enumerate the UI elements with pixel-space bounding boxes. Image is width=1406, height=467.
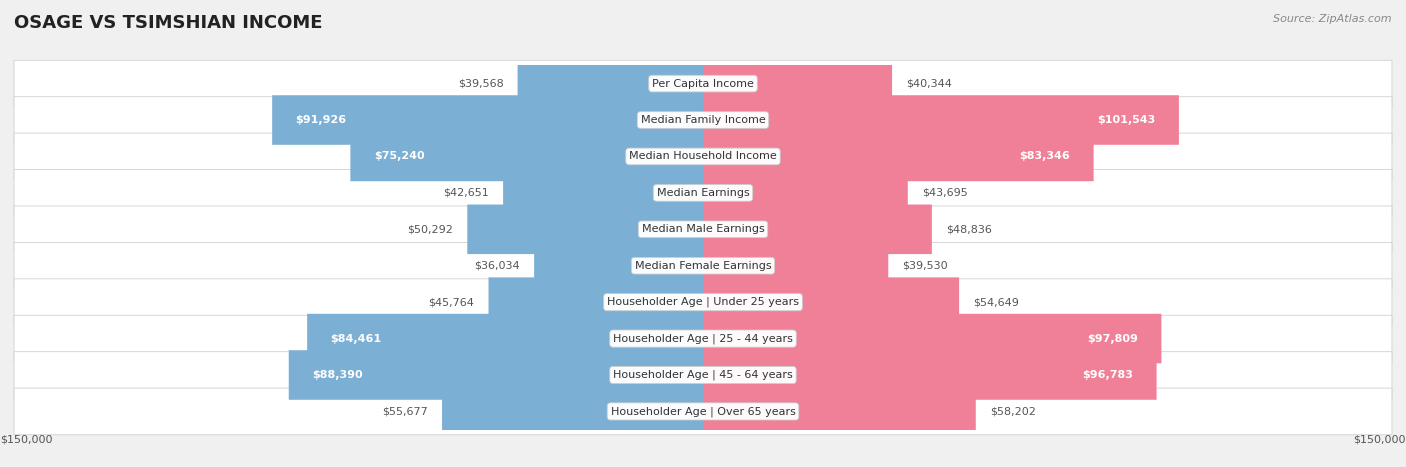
Text: $96,783: $96,783 [1083,370,1133,380]
Text: Median Household Income: Median Household Income [628,151,778,162]
Text: $101,543: $101,543 [1097,115,1156,125]
FancyBboxPatch shape [14,315,1392,362]
Text: $39,530: $39,530 [903,261,948,271]
FancyBboxPatch shape [14,206,1392,253]
FancyBboxPatch shape [441,387,703,436]
Text: $55,677: $55,677 [382,406,427,417]
Text: $48,836: $48,836 [946,224,991,234]
Text: $45,764: $45,764 [429,297,474,307]
Text: Source: ZipAtlas.com: Source: ZipAtlas.com [1274,14,1392,24]
Text: $91,926: $91,926 [295,115,347,125]
FancyBboxPatch shape [14,60,1392,107]
Text: Per Capita Income: Per Capita Income [652,78,754,89]
FancyBboxPatch shape [307,314,703,363]
FancyBboxPatch shape [534,241,703,290]
FancyBboxPatch shape [350,132,703,181]
FancyBboxPatch shape [703,277,959,327]
Text: $42,651: $42,651 [443,188,489,198]
FancyBboxPatch shape [14,133,1392,180]
Text: Median Male Earnings: Median Male Earnings [641,224,765,234]
FancyBboxPatch shape [288,350,703,400]
FancyBboxPatch shape [703,350,1157,400]
FancyBboxPatch shape [703,241,889,290]
FancyBboxPatch shape [503,168,703,218]
Text: Median Family Income: Median Family Income [641,115,765,125]
FancyBboxPatch shape [14,388,1392,435]
Text: $75,240: $75,240 [374,151,425,162]
Text: Householder Age | Over 65 years: Householder Age | Over 65 years [610,406,796,417]
FancyBboxPatch shape [703,387,976,436]
Text: $150,000: $150,000 [0,434,52,444]
Text: $97,809: $97,809 [1087,333,1137,344]
Text: $54,649: $54,649 [973,297,1019,307]
Text: $84,461: $84,461 [330,333,381,344]
FancyBboxPatch shape [703,168,908,218]
FancyBboxPatch shape [488,277,703,327]
FancyBboxPatch shape [703,314,1161,363]
Text: Householder Age | 25 - 44 years: Householder Age | 25 - 44 years [613,333,793,344]
Text: $83,346: $83,346 [1019,151,1070,162]
Text: $88,390: $88,390 [312,370,363,380]
Text: Median Female Earnings: Median Female Earnings [634,261,772,271]
Text: $36,034: $36,034 [474,261,520,271]
FancyBboxPatch shape [14,242,1392,289]
Text: Householder Age | 45 - 64 years: Householder Age | 45 - 64 years [613,370,793,380]
FancyBboxPatch shape [14,352,1392,398]
FancyBboxPatch shape [703,132,1094,181]
FancyBboxPatch shape [14,170,1392,216]
FancyBboxPatch shape [703,95,1178,145]
FancyBboxPatch shape [703,205,932,254]
Text: $50,292: $50,292 [408,224,453,234]
Text: $58,202: $58,202 [990,406,1036,417]
Text: $40,344: $40,344 [905,78,952,89]
FancyBboxPatch shape [273,95,703,145]
Text: OSAGE VS TSIMSHIAN INCOME: OSAGE VS TSIMSHIAN INCOME [14,14,322,32]
Text: Householder Age | Under 25 years: Householder Age | Under 25 years [607,297,799,307]
FancyBboxPatch shape [14,97,1392,143]
FancyBboxPatch shape [14,279,1392,325]
FancyBboxPatch shape [703,59,891,108]
FancyBboxPatch shape [467,205,703,254]
Text: Median Earnings: Median Earnings [657,188,749,198]
Text: $150,000: $150,000 [1354,434,1406,444]
Text: $39,568: $39,568 [458,78,503,89]
FancyBboxPatch shape [517,59,703,108]
Text: $43,695: $43,695 [922,188,967,198]
